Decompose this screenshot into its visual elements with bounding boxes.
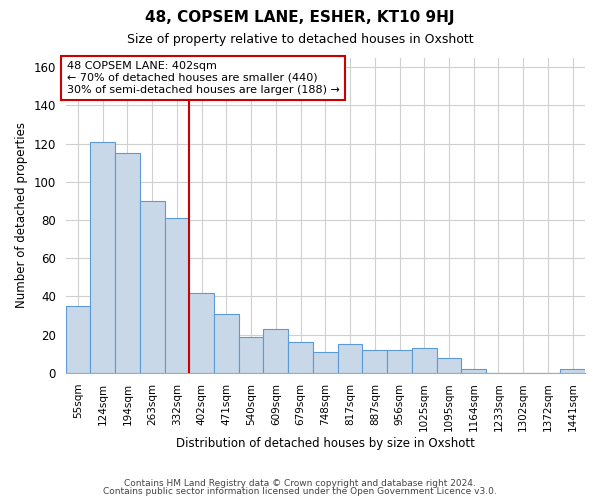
Bar (91, 142, 115, 373)
Bar (461, 369, 486, 373)
Bar (65, 306, 91, 373)
Bar (288, 342, 313, 373)
Text: 48 COPSEM LANE: 402sqm
← 70% of detached houses are smaller (440)
30% of semi-de: 48 COPSEM LANE: 402sqm ← 70% of detached… (67, 62, 340, 94)
Text: Contains HM Land Registry data © Crown copyright and database right 2024.: Contains HM Land Registry data © Crown c… (124, 478, 476, 488)
Bar (313, 352, 338, 373)
Bar (437, 358, 461, 373)
Bar (140, 201, 164, 373)
Y-axis label: Number of detached properties: Number of detached properties (15, 122, 28, 308)
Bar (239, 336, 263, 373)
Bar (214, 314, 239, 373)
Bar (164, 218, 190, 373)
Bar (387, 350, 412, 373)
Bar (412, 348, 437, 373)
Bar (263, 329, 288, 373)
Bar (338, 344, 362, 373)
Bar (115, 153, 140, 373)
Text: Contains public sector information licensed under the Open Government Licence v3: Contains public sector information licen… (103, 487, 497, 496)
X-axis label: Distribution of detached houses by size in Oxshott: Distribution of detached houses by size … (176, 437, 475, 450)
Bar (560, 369, 585, 373)
Text: Size of property relative to detached houses in Oxshott: Size of property relative to detached ho… (127, 32, 473, 46)
Bar (362, 350, 387, 373)
Text: 48, COPSEM LANE, ESHER, KT10 9HJ: 48, COPSEM LANE, ESHER, KT10 9HJ (145, 10, 455, 25)
Bar (190, 292, 214, 373)
